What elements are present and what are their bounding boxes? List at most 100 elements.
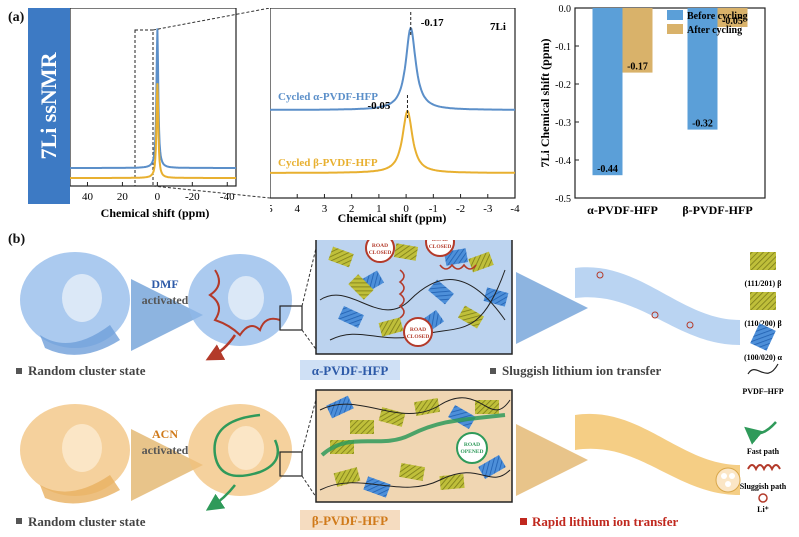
bullet-square [490, 368, 496, 374]
schematic-legend: (111/201) β (110/200) β (100/020) α PVDF–HF… [740, 252, 787, 514]
beta-cluster-initial [20, 404, 130, 504]
zoom-square [279, 451, 303, 477]
crystal-block [333, 467, 361, 487]
sluggish-fiber [575, 267, 740, 345]
activated-label: activated [142, 293, 189, 307]
nucleus-label: 7Li [490, 21, 506, 33]
legend-label: (100/020) α [744, 353, 783, 362]
zoom-square [279, 305, 303, 331]
x-axis-label: Chemical shift (ppm) [338, 211, 447, 225]
sidebar-label-box: 7Li ssNMR [28, 8, 70, 204]
crystal-block [483, 287, 509, 307]
polymer-chain [319, 279, 506, 321]
y-tick-label: -0.3 [555, 118, 571, 129]
legend-label: Sluggish path [740, 482, 787, 491]
rapid-fiber [575, 413, 741, 495]
li-ion-icon [758, 493, 768, 503]
panel-a-label: (a) [8, 10, 25, 25]
bar-value-label: -0.32 [692, 119, 713, 130]
category-label: α-PVDF-HFP [587, 203, 658, 217]
polymer-chain [319, 469, 511, 491]
bar [622, 8, 653, 73]
x-tick-label: -1 [429, 203, 438, 215]
phase-label-bg [300, 510, 400, 530]
bullet-square [16, 368, 22, 374]
bullet-square [16, 518, 22, 524]
activated-label: activated [142, 443, 189, 457]
peak-label: -0.05 [367, 100, 390, 112]
x-tick-label: 4 [294, 203, 300, 215]
road-closed-sign [425, 240, 455, 257]
x-tick-label: 3 [322, 203, 328, 215]
bullet-square-red [520, 518, 527, 525]
crystal-block [378, 317, 404, 337]
red-coil-icon [747, 464, 781, 472]
road-sign-text: CLOSED [407, 334, 430, 340]
crystal-block [457, 305, 485, 329]
spectrum-line [270, 109, 515, 174]
road-sign-text: OPENED [461, 449, 484, 455]
road-sign-text: ROAD [464, 442, 480, 448]
y-tick-label: -0.4 [555, 156, 571, 167]
plot-frame [574, 7, 766, 199]
legend-label: Li⁺ [757, 505, 769, 514]
alpha-cluster-activated [188, 254, 303, 361]
x-tick-label: -40 [220, 191, 235, 203]
road-sign-text: ROAD [372, 243, 388, 249]
legend-label: After cycling [687, 25, 742, 36]
crystal-block [428, 279, 454, 305]
bar [592, 8, 623, 176]
x-tick-label: -2 [456, 203, 465, 215]
road-opened-sign [456, 432, 488, 464]
crystal-block [448, 404, 476, 430]
y-tick-label: -0.2 [555, 80, 571, 91]
spectrum-line [270, 26, 515, 111]
chart-wide-spectrum: 40 20 0 -20 -40 Chemical shift (ppm) [70, 8, 237, 220]
spectrum-line [70, 83, 236, 179]
crystal-block [348, 274, 374, 300]
legend-label: Before cycling [687, 11, 748, 22]
x-tick-label: 20 [117, 191, 129, 203]
legend-swatch [667, 24, 683, 34]
crystal-block [350, 420, 374, 434]
phase-label: β-PVDF-HFP [312, 513, 388, 528]
crystal-block [478, 454, 506, 480]
crystal-block [393, 243, 419, 261]
crystal-block [328, 246, 354, 268]
chart-bar-shift: -0.5 -0.4 -0.3 -0.2 -0.1 0.0 7Li Chemical shif… [538, 4, 766, 217]
x-tick-label: 1 [376, 203, 382, 215]
road-closed-sign [365, 240, 395, 263]
alpha-cluster-initial [20, 252, 130, 355]
y-tick-label: -0.1 [555, 42, 571, 53]
peak-label: -0.17 [421, 17, 444, 29]
x-axis-label: Chemical shift (ppm) [101, 206, 210, 220]
x-tick-label: -4 [510, 203, 520, 215]
fast-path-curve [213, 413, 280, 478]
series-label: Cycled β-PVDF-HFP [278, 157, 378, 169]
x-tick-label: 2 [349, 203, 355, 215]
sluggish-path-coil [208, 269, 281, 337]
state-label: Random cluster state [28, 363, 146, 378]
bar-value-label: -0.44 [597, 164, 618, 175]
stripe-blue-icon [750, 323, 776, 351]
category-label: β-PVDF-HFP [682, 203, 752, 217]
crystal-block [338, 306, 364, 328]
phase-label-bg [300, 360, 400, 380]
legend-label: (110/200) β [744, 319, 781, 328]
bar-value-label: -0.05 [722, 16, 743, 27]
sluggish-path-coil [439, 263, 477, 270]
series-label: Cycled α-PVDF-HFP [278, 91, 378, 103]
panel-b-label: (b) [8, 232, 26, 247]
crystal-block [378, 407, 406, 427]
activator-dmf: DMF [151, 277, 178, 291]
sidebar-label: 7Li ssNMR [36, 52, 61, 160]
road-sign-text: CLOSED [369, 250, 392, 256]
bar [687, 8, 718, 130]
green-arrow-icon [744, 421, 777, 445]
y-axis-label: 7Li Chemical shift (ppm) [538, 38, 552, 167]
schematic-diagram: DMF activated ROADCLOSEDROADCLOSEDROADCL… [16, 240, 787, 530]
road-closed-sign [403, 317, 433, 347]
x-tick-label: 0 [403, 203, 409, 215]
beta-cluster-activated [188, 404, 303, 511]
